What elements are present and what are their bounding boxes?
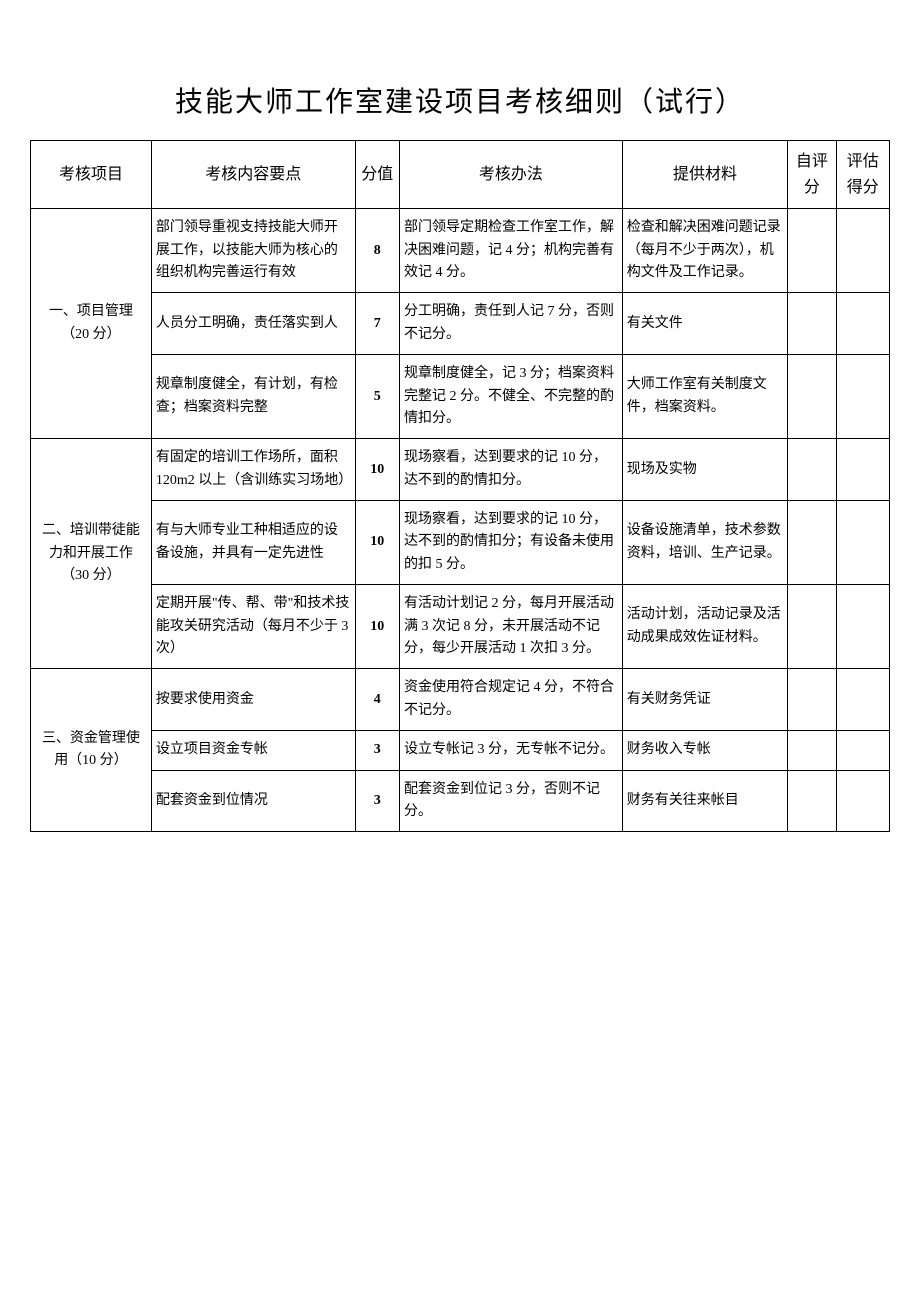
header-method: 考核办法 [400, 141, 623, 209]
content-cell: 有与大师专业工种相适应的设备设施，并具有一定先进性 [151, 501, 355, 585]
project-cell: 二、培训带徒能力和开展工作（30 分） [31, 439, 152, 669]
score-cell: 7 [355, 293, 400, 355]
self-score-cell [788, 293, 836, 355]
header-material: 提供材料 [622, 141, 787, 209]
self-score-cell [788, 439, 836, 501]
content-cell: 设立项目资金专帐 [151, 731, 355, 770]
project-cell: 一、项目管理（20 分） [31, 209, 152, 439]
table-row: 三、资金管理使用（10 分）按要求使用资金4资金使用符合规定记 4 分，不符合不… [31, 669, 890, 731]
score-cell: 4 [355, 669, 400, 731]
material-cell: 有关文件 [622, 293, 787, 355]
method-cell: 有活动计划记 2 分，每月开展活动满 3 次记 8 分，未开展活动不记分，每少开… [400, 585, 623, 669]
self-score-cell [788, 669, 836, 731]
method-cell: 分工明确，责任到人记 7 分，否则不记分。 [400, 293, 623, 355]
content-cell: 规章制度健全，有计划，有检查；档案资料完整 [151, 355, 355, 439]
header-eval: 评估得分 [836, 141, 890, 209]
eval-score-cell [836, 770, 890, 832]
method-cell: 配套资金到位记 3 分，否则不记分。 [400, 770, 623, 832]
material-cell: 检查和解决困难问题记录（每月不少于两次），机构文件及工作记录。 [622, 209, 787, 293]
material-cell: 活动计划，活动记录及活动成果成效佐证材料。 [622, 585, 787, 669]
self-score-cell [788, 355, 836, 439]
eval-score-cell [836, 439, 890, 501]
eval-score-cell [836, 209, 890, 293]
assessment-table: 考核项目 考核内容要点 分值 考核办法 提供材料 自评分 评估得分 一、项目管理… [30, 140, 890, 832]
content-cell: 配套资金到位情况 [151, 770, 355, 832]
header-self: 自评分 [788, 141, 836, 209]
material-cell: 大师工作室有关制度文件，档案资料。 [622, 355, 787, 439]
eval-score-cell [836, 731, 890, 770]
table-row: 二、培训带徒能力和开展工作（30 分）有固定的培训工作场所，面积 120m2 以… [31, 439, 890, 501]
score-cell: 3 [355, 770, 400, 832]
content-cell: 定期开展"传、帮、带"和技术技能攻关研究活动（每月不少于 3 次） [151, 585, 355, 669]
table-row: 设立项目资金专帐3设立专帐记 3 分，无专帐不记分。财务收入专帐 [31, 731, 890, 770]
self-score-cell [788, 501, 836, 585]
self-score-cell [788, 770, 836, 832]
table-row: 规章制度健全，有计划，有检查；档案资料完整5规章制度健全，记 3 分；档案资料完… [31, 355, 890, 439]
content-cell: 部门领导重视支持技能大师开展工作，以技能大师为核心的组织机构完善运行有效 [151, 209, 355, 293]
page-title: 技能大师工作室建设项目考核细则（试行） [30, 80, 890, 120]
method-cell: 规章制度健全，记 3 分；档案资料完整记 2 分。不健全、不完整的酌情扣分。 [400, 355, 623, 439]
content-cell: 人员分工明确，责任落实到人 [151, 293, 355, 355]
header-project: 考核项目 [31, 141, 152, 209]
method-cell: 设立专帐记 3 分，无专帐不记分。 [400, 731, 623, 770]
header-row: 考核项目 考核内容要点 分值 考核办法 提供材料 自评分 评估得分 [31, 141, 890, 209]
table-body: 一、项目管理（20 分）部门领导重视支持技能大师开展工作，以技能大师为核心的组织… [31, 209, 890, 832]
method-cell: 现场察看，达到要求的记 10 分，达不到的酌情扣分。 [400, 439, 623, 501]
table-row: 有与大师专业工种相适应的设备设施，并具有一定先进性10现场察看，达到要求的记 1… [31, 501, 890, 585]
eval-score-cell [836, 585, 890, 669]
header-content: 考核内容要点 [151, 141, 355, 209]
method-cell: 部门领导定期检查工作室工作，解决困难问题，记 4 分；机构完善有效记 4 分。 [400, 209, 623, 293]
method-cell: 现场察看，达到要求的记 10 分，达不到的酌情扣分；有设备未使用的扣 5 分。 [400, 501, 623, 585]
score-cell: 10 [355, 501, 400, 585]
eval-score-cell [836, 669, 890, 731]
table-row: 定期开展"传、帮、带"和技术技能攻关研究活动（每月不少于 3 次）10有活动计划… [31, 585, 890, 669]
self-score-cell [788, 731, 836, 770]
table-row: 一、项目管理（20 分）部门领导重视支持技能大师开展工作，以技能大师为核心的组织… [31, 209, 890, 293]
header-score: 分值 [355, 141, 400, 209]
score-cell: 5 [355, 355, 400, 439]
material-cell: 现场及实物 [622, 439, 787, 501]
score-cell: 10 [355, 585, 400, 669]
table-row: 人员分工明确，责任落实到人7分工明确，责任到人记 7 分，否则不记分。有关文件 [31, 293, 890, 355]
eval-score-cell [836, 501, 890, 585]
eval-score-cell [836, 355, 890, 439]
method-cell: 资金使用符合规定记 4 分，不符合不记分。 [400, 669, 623, 731]
content-cell: 按要求使用资金 [151, 669, 355, 731]
material-cell: 有关财务凭证 [622, 669, 787, 731]
eval-score-cell [836, 293, 890, 355]
self-score-cell [788, 585, 836, 669]
score-cell: 3 [355, 731, 400, 770]
content-cell: 有固定的培训工作场所，面积 120m2 以上（含训练实习场地） [151, 439, 355, 501]
material-cell: 设备设施清单，技术参数资料，培训、生产记录。 [622, 501, 787, 585]
material-cell: 财务有关往来帐目 [622, 770, 787, 832]
project-cell: 三、资金管理使用（10 分） [31, 669, 152, 832]
material-cell: 财务收入专帐 [622, 731, 787, 770]
score-cell: 8 [355, 209, 400, 293]
score-cell: 10 [355, 439, 400, 501]
self-score-cell [788, 209, 836, 293]
table-row: 配套资金到位情况3配套资金到位记 3 分，否则不记分。财务有关往来帐目 [31, 770, 890, 832]
